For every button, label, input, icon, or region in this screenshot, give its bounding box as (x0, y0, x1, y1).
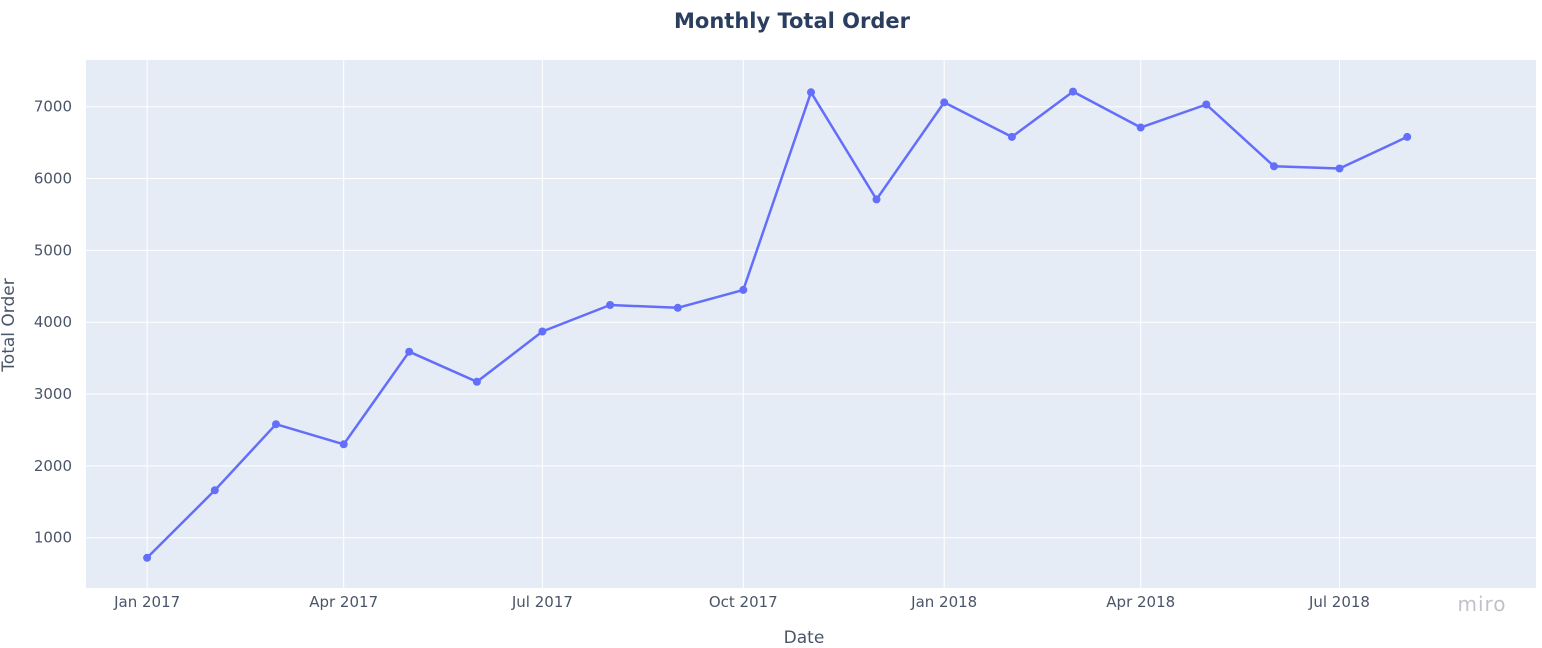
y-tick-labels: 1000 2000 3000 4000 5000 6000 7000 (34, 98, 72, 547)
chart-title: Monthly Total Order (674, 9, 911, 33)
data-point (538, 327, 547, 336)
series-line-group (146, 90, 1408, 559)
data-point (210, 486, 219, 495)
y-tick-label: 6000 (34, 170, 72, 188)
data-point (673, 303, 682, 312)
y-tick-label: 4000 (34, 313, 72, 331)
x-axis-title: Date (784, 628, 825, 648)
data-point (143, 553, 152, 562)
data-point (405, 347, 414, 356)
x-tick-label: Jul 2018 (1308, 593, 1370, 611)
data-point (606, 301, 615, 309)
data-point (1007, 132, 1016, 141)
x-tick-labels: Jan 2017 Apr 2017 Jul 2017 Oct 2017 Jan 2018… (113, 593, 1370, 611)
data-point (472, 377, 481, 386)
plot-background (86, 60, 1536, 588)
y-tick-label: 3000 (34, 385, 72, 403)
x-tick-label: Jul 2017 (511, 593, 573, 611)
series-points-group (143, 87, 1412, 562)
data-point (872, 195, 881, 204)
y-tick-label: 7000 (34, 98, 72, 116)
data-point (940, 98, 949, 107)
miro-watermark: miro (1457, 592, 1506, 616)
y-gridlines (86, 106, 1536, 539)
data-point (1069, 87, 1077, 96)
data-point (1270, 162, 1278, 171)
x-gridlines (146, 60, 1340, 588)
data-point (339, 440, 348, 449)
x-tick-label: Oct 2017 (709, 593, 778, 611)
data-point (1202, 100, 1211, 109)
data-point (272, 420, 280, 429)
y-axis-title: Total Order (0, 278, 19, 372)
data-point (1136, 123, 1145, 132)
x-tick-label: Jan 2018 (910, 593, 977, 611)
y-tick-label: 2000 (34, 457, 72, 475)
series-line (146, 90, 1408, 559)
y-tick-label: 1000 (34, 529, 72, 547)
x-tick-label: Apr 2017 (309, 593, 378, 611)
data-point (1335, 164, 1344, 173)
y-tick-label: 5000 (34, 241, 72, 259)
data-point (739, 285, 748, 294)
x-tick-label: Jan 2017 (113, 593, 180, 611)
data-point (1403, 132, 1412, 141)
data-point (807, 88, 815, 97)
x-tick-label: Apr 2018 (1106, 593, 1175, 611)
